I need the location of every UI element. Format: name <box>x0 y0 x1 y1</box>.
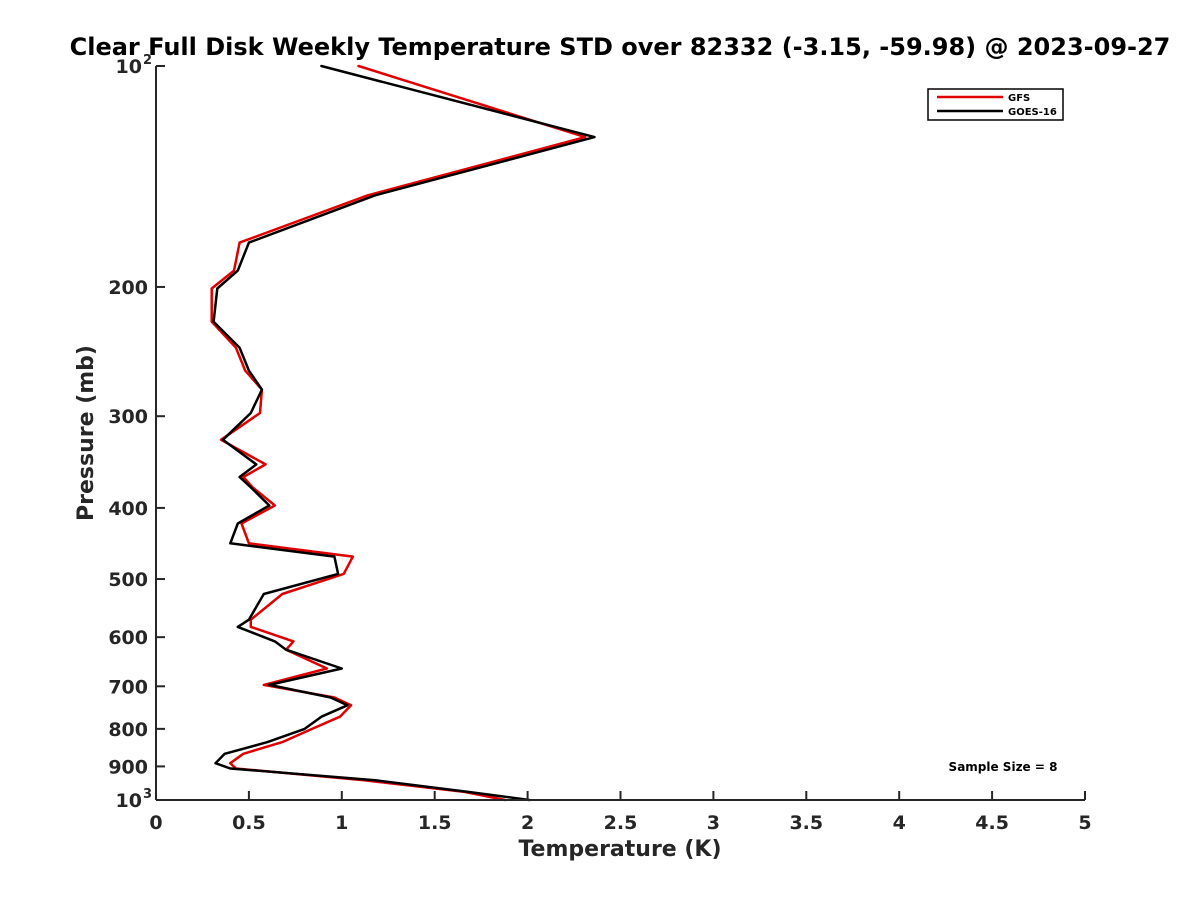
y-tick-label: 10 <box>116 790 142 812</box>
y-tick-label: 600 <box>108 627 148 649</box>
x-tick-label: 2.5 <box>604 812 638 834</box>
y-tick-exponent: 2 <box>143 53 152 68</box>
y-tick-label: 400 <box>108 498 148 520</box>
x-tick-label: 0 <box>149 812 162 834</box>
y-tick-label: 700 <box>108 676 148 698</box>
series-layer <box>210 64 596 802</box>
x-axis-label: Temperature (K) <box>518 837 721 862</box>
legend: GFS GOES-16 <box>927 88 1064 121</box>
x-tick-label: 5 <box>1078 812 1091 834</box>
axes-layer: 0 0.5 1 1.5 2 2.5 3 3.5 4 4.5 510 22003004005006007… <box>108 53 1091 834</box>
y-tick-label: 500 <box>108 569 148 591</box>
legend-box <box>927 88 1064 121</box>
x-tick-label: 4.5 <box>975 812 1009 834</box>
y-tick-label: 900 <box>108 756 148 778</box>
x-tick-label: 0.5 <box>232 812 266 834</box>
y-tick-exponent: 3 <box>143 787 152 802</box>
y-tick-label: 10 <box>116 56 142 78</box>
x-tick-label: 4 <box>893 812 906 834</box>
legend-label-gfs: GFS <box>1008 93 1030 104</box>
y-tick-label: 300 <box>108 406 148 428</box>
series-line-gfs <box>210 64 587 802</box>
chart-title: Clear Full Disk Weekly Temperature STD o… <box>70 33 1171 61</box>
y-tick-label: 200 <box>108 277 148 299</box>
legend-label-goes16: GOES-16 <box>1008 107 1057 118</box>
x-tick-label: 3.5 <box>789 812 823 834</box>
y-axis-label: Pressure (mb) <box>74 345 99 521</box>
x-tick-label: 3 <box>707 812 720 834</box>
plot-area: 0 0.5 1 1.5 2 2.5 3 3.5 4 4.5 510 22003004005006007… <box>108 53 1091 834</box>
x-tick-label: 1 <box>335 812 348 834</box>
y-tick-label: 800 <box>108 719 148 741</box>
series-line-goes16 <box>212 64 596 802</box>
x-tick-label: 1.5 <box>418 812 452 834</box>
sample-size-annotation: Sample Size = 8 <box>949 760 1058 774</box>
x-tick-label: 2 <box>521 812 534 834</box>
